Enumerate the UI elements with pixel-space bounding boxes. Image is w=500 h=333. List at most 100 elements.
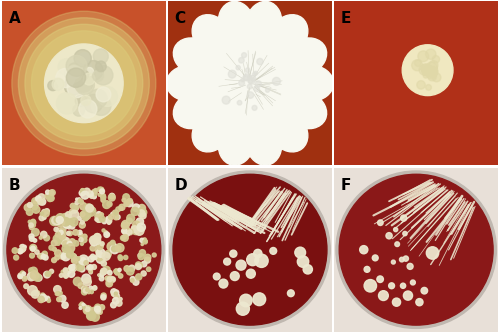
- Circle shape: [407, 263, 413, 269]
- Circle shape: [40, 296, 45, 301]
- Circle shape: [84, 306, 91, 313]
- Circle shape: [144, 257, 150, 263]
- Circle shape: [118, 268, 121, 271]
- Circle shape: [31, 202, 38, 209]
- Circle shape: [69, 61, 88, 80]
- Circle shape: [429, 61, 438, 70]
- Circle shape: [141, 271, 146, 276]
- Circle shape: [44, 296, 48, 300]
- Circle shape: [78, 283, 84, 288]
- Circle shape: [90, 290, 94, 294]
- Circle shape: [115, 296, 117, 299]
- Circle shape: [112, 246, 117, 252]
- Circle shape: [73, 229, 78, 235]
- Ellipse shape: [174, 38, 218, 76]
- Circle shape: [137, 223, 145, 231]
- Ellipse shape: [174, 91, 218, 129]
- Circle shape: [100, 305, 104, 310]
- Circle shape: [72, 254, 76, 259]
- Circle shape: [236, 260, 246, 270]
- Circle shape: [248, 84, 252, 89]
- Circle shape: [124, 227, 130, 232]
- Ellipse shape: [236, 23, 264, 59]
- Circle shape: [38, 253, 42, 258]
- Circle shape: [426, 69, 436, 79]
- Circle shape: [30, 267, 38, 275]
- Circle shape: [378, 220, 383, 225]
- Circle shape: [132, 227, 140, 235]
- Circle shape: [61, 213, 70, 222]
- Circle shape: [44, 271, 51, 278]
- Circle shape: [96, 309, 99, 312]
- Circle shape: [83, 306, 92, 314]
- Circle shape: [35, 250, 39, 254]
- Circle shape: [84, 204, 94, 213]
- Circle shape: [22, 248, 26, 251]
- Circle shape: [140, 213, 146, 219]
- Circle shape: [18, 249, 22, 254]
- Circle shape: [28, 202, 32, 207]
- Circle shape: [79, 100, 97, 118]
- Circle shape: [122, 234, 128, 241]
- Circle shape: [61, 254, 66, 259]
- Circle shape: [48, 81, 58, 91]
- Circle shape: [92, 189, 96, 194]
- Circle shape: [404, 291, 412, 300]
- Circle shape: [23, 245, 26, 248]
- Circle shape: [71, 264, 76, 269]
- Ellipse shape: [259, 101, 291, 135]
- Circle shape: [102, 229, 105, 232]
- Circle shape: [105, 276, 110, 280]
- Circle shape: [80, 70, 89, 80]
- Circle shape: [95, 218, 98, 221]
- Circle shape: [288, 290, 294, 297]
- Text: E: E: [341, 11, 351, 26]
- Circle shape: [86, 311, 96, 320]
- Circle shape: [94, 188, 98, 192]
- Circle shape: [242, 53, 246, 58]
- Circle shape: [94, 256, 97, 259]
- Circle shape: [103, 266, 110, 273]
- Circle shape: [270, 247, 276, 254]
- Circle shape: [118, 274, 123, 278]
- Circle shape: [395, 242, 400, 246]
- Circle shape: [28, 286, 38, 295]
- Circle shape: [72, 73, 89, 90]
- Circle shape: [272, 77, 280, 85]
- Circle shape: [116, 296, 118, 299]
- Ellipse shape: [218, 1, 255, 47]
- Circle shape: [106, 217, 109, 220]
- Circle shape: [86, 288, 89, 292]
- Circle shape: [90, 313, 100, 321]
- Circle shape: [62, 237, 68, 243]
- Circle shape: [101, 193, 105, 198]
- Circle shape: [119, 297, 122, 301]
- Circle shape: [96, 240, 100, 244]
- Circle shape: [96, 248, 102, 253]
- Circle shape: [238, 58, 244, 63]
- Circle shape: [386, 233, 392, 239]
- Circle shape: [88, 256, 94, 262]
- Circle shape: [119, 206, 123, 210]
- Circle shape: [128, 198, 132, 203]
- Circle shape: [74, 207, 78, 211]
- Circle shape: [54, 80, 64, 90]
- Circle shape: [388, 283, 394, 289]
- Circle shape: [122, 222, 128, 229]
- Circle shape: [94, 49, 108, 64]
- Circle shape: [238, 80, 244, 86]
- Circle shape: [114, 211, 117, 215]
- Circle shape: [42, 210, 49, 217]
- Circle shape: [27, 273, 36, 281]
- Circle shape: [83, 215, 88, 221]
- Circle shape: [74, 50, 92, 67]
- Circle shape: [82, 306, 85, 309]
- Circle shape: [80, 302, 84, 306]
- Circle shape: [12, 11, 156, 156]
- Circle shape: [79, 266, 85, 272]
- Circle shape: [96, 252, 104, 261]
- Ellipse shape: [282, 38, 327, 76]
- Circle shape: [107, 242, 116, 251]
- Circle shape: [46, 296, 50, 301]
- Circle shape: [79, 190, 85, 196]
